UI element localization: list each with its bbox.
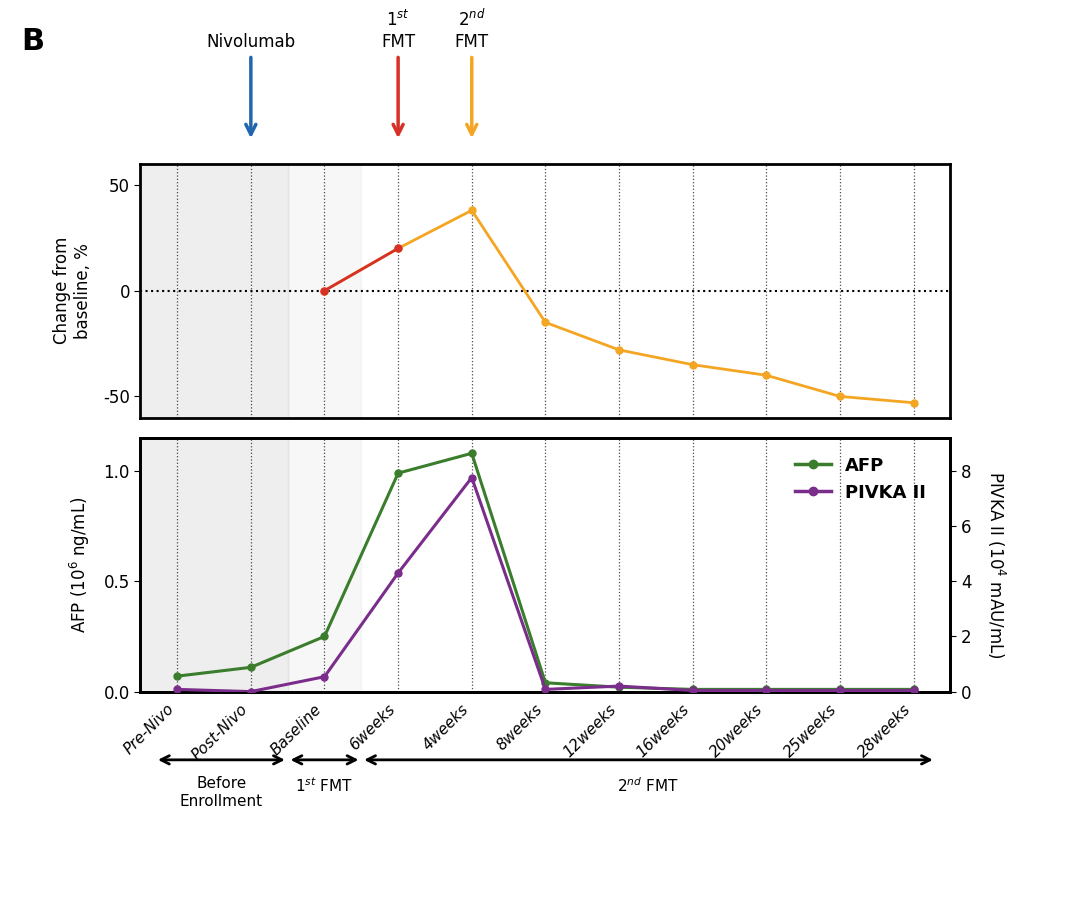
Bar <box>140 164 287 418</box>
Bar <box>287 438 362 692</box>
Text: 1$^{st}$ FMT: 1$^{st}$ FMT <box>296 776 353 795</box>
Text: Enrollment: Enrollment <box>180 794 262 809</box>
Text: B: B <box>22 27 44 56</box>
Text: 2$^{nd}$
FMT: 2$^{nd}$ FMT <box>455 9 489 51</box>
Text: Before: Before <box>197 776 246 791</box>
Y-axis label: Change from
baseline, %: Change from baseline, % <box>53 237 92 344</box>
Text: Nivolumab: Nivolumab <box>206 33 296 51</box>
Bar <box>287 164 362 418</box>
Text: 1$^{st}$
FMT: 1$^{st}$ FMT <box>381 10 415 51</box>
Text: 2$^{nd}$ FMT: 2$^{nd}$ FMT <box>618 776 679 795</box>
Bar <box>140 438 287 692</box>
Y-axis label: AFP (10$^6$ ng/mL): AFP (10$^6$ ng/mL) <box>68 497 93 633</box>
Legend: AFP, PIVKA II: AFP, PIVKA II <box>787 450 933 509</box>
Y-axis label: PIVKA II (10$^4$ mAU/mL): PIVKA II (10$^4$ mAU/mL) <box>985 470 1008 659</box>
